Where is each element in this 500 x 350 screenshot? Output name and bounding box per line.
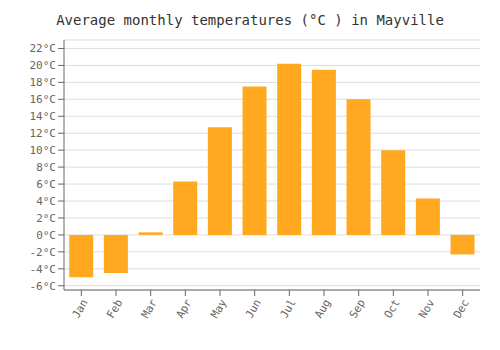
svg-text:Feb: Feb bbox=[104, 297, 125, 321]
svg-text:Sep: Sep bbox=[347, 297, 368, 321]
svg-text:-6°C: -6°C bbox=[30, 280, 57, 293]
svg-text:Aug: Aug bbox=[312, 297, 333, 321]
svg-text:20°C: 20°C bbox=[30, 59, 57, 72]
svg-text:4°C: 4°C bbox=[36, 195, 56, 208]
svg-text:Dec: Dec bbox=[451, 297, 472, 321]
svg-text:22°C: 22°C bbox=[30, 42, 57, 55]
html-text:Average monthly temperatures (: Average monthly temperatures (°C ) in Ma… bbox=[56, 12, 444, 28]
svg-text:Oct: Oct bbox=[381, 297, 402, 321]
svg-text:18°C: 18°C bbox=[30, 76, 57, 89]
svg-text:-4°C: -4°C bbox=[30, 263, 57, 276]
svg-text:0°C: 0°C bbox=[36, 229, 56, 242]
svg-text:12°C: 12°C bbox=[30, 127, 57, 140]
svg-text:Apr: Apr bbox=[173, 297, 194, 321]
svg-text:Jun: Jun bbox=[243, 297, 264, 321]
svg-text:2°C: 2°C bbox=[36, 212, 56, 225]
svg-text:16°C: 16°C bbox=[30, 93, 57, 106]
svg-text:Jul: Jul bbox=[277, 297, 298, 321]
svg-text:6°C: 6°C bbox=[36, 178, 56, 191]
svg-text:Mar: Mar bbox=[139, 297, 160, 321]
svg-text:-2°C: -2°C bbox=[30, 246, 57, 259]
svg-text:10°C: 10°C bbox=[30, 144, 57, 157]
svg-text:Jan: Jan bbox=[69, 297, 90, 321]
svg-text:Nov: Nov bbox=[416, 297, 437, 321]
svg-text:May: May bbox=[208, 297, 229, 321]
svg-text:8°C: 8°C bbox=[36, 161, 56, 174]
svg-text:14°C: 14°C bbox=[30, 110, 57, 123]
